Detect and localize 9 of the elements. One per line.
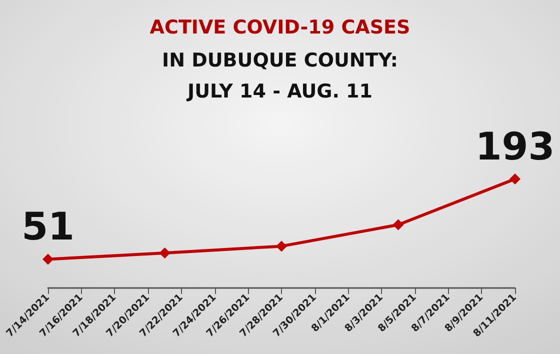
chart-subtitle: IN DUBUQUE COUNTY: JULY 14 - AUG. 11 <box>162 50 398 102</box>
point <box>42 254 54 265</box>
point <box>276 240 287 252</box>
point <box>510 174 520 184</box>
data-label: 193 <box>475 124 555 168</box>
chart-title: ACTIVE COVID-19 CASES <box>150 16 410 38</box>
data-label: 51 <box>22 204 74 249</box>
point <box>159 247 170 258</box>
point <box>392 219 404 230</box>
